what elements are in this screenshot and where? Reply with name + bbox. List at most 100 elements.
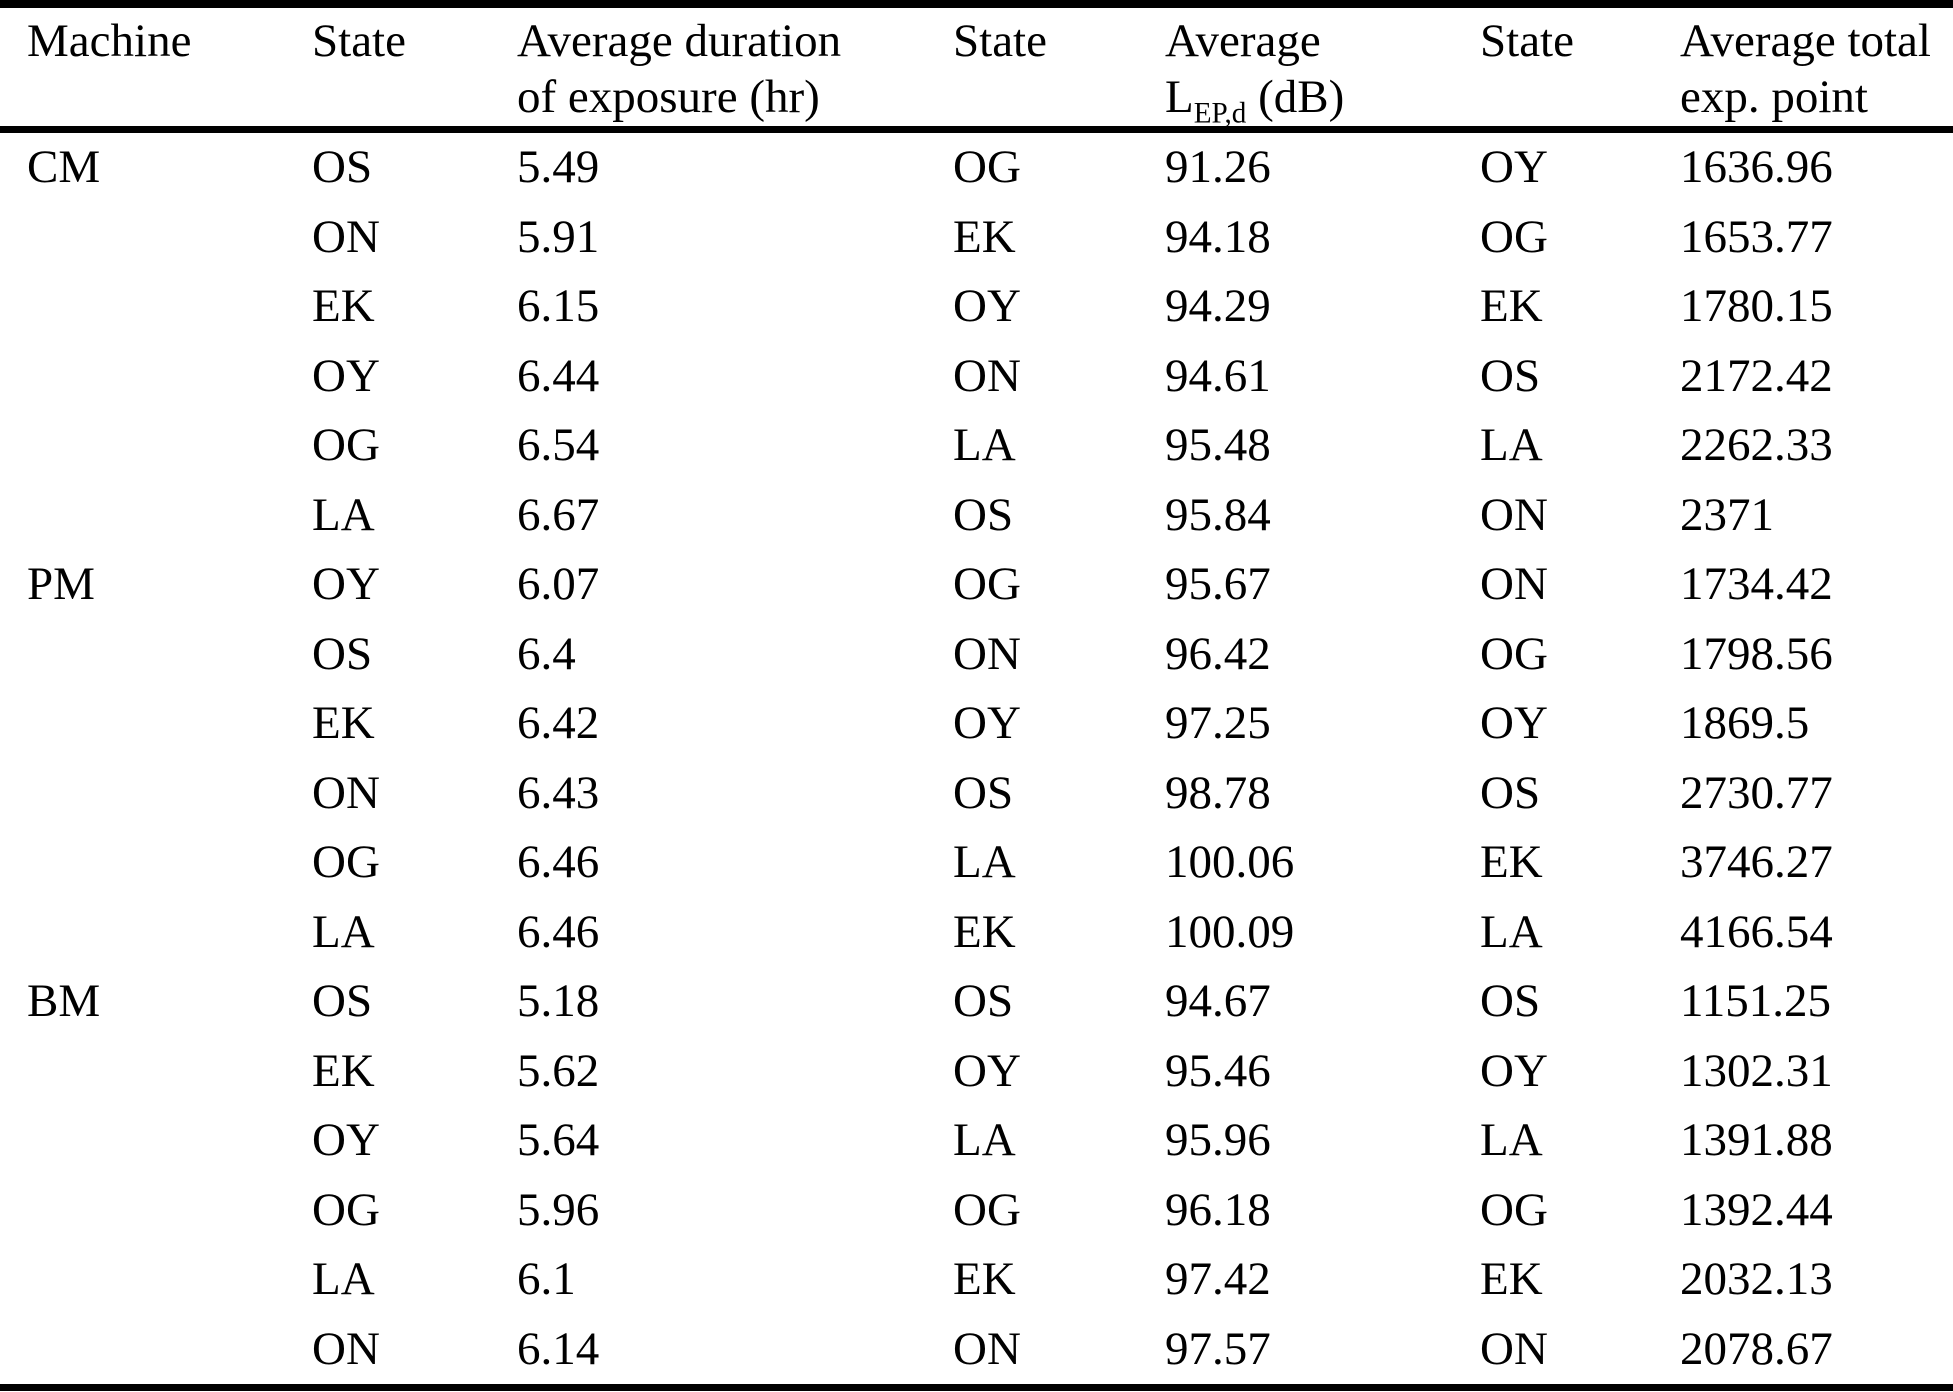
- state-total-cell: ON: [1480, 1322, 1548, 1375]
- state-lepd-cell: LA: [953, 1114, 1016, 1166]
- avg-lepd-cell: 96.42: [1165, 627, 1271, 680]
- avg-lepd-cell: 94.18: [1165, 210, 1271, 263]
- table-row: CM OS 5.49 OG 91.26 OY 1636.96: [0, 130, 1953, 203]
- state-total-cell: EK: [1480, 1253, 1543, 1305]
- table-row: OY 6.44 ON 94.61 OS 2172.42: [0, 342, 1953, 412]
- avg-lepd-cell: 97.25: [1165, 697, 1271, 749]
- avg-total-cell: 1636.96: [1680, 141, 1833, 193]
- avg-total-cell: 1653.77: [1680, 210, 1833, 263]
- machine-cell: BM: [27, 975, 101, 1027]
- state-lepd-cell: EK: [953, 210, 1016, 263]
- state-total-cell: OS: [1480, 349, 1541, 402]
- state-duration-cell: EK: [312, 280, 375, 332]
- table-row: BM OS 5.18 OS 94.67 OS 1151.25: [0, 967, 1953, 1037]
- state-duration-cell: OY: [312, 1114, 380, 1166]
- avg-lepd-header-line1: Average: [1165, 15, 1321, 67]
- avg-lepd-cell: 91.26: [1165, 141, 1271, 193]
- avg-duration-header-line2: of exposure (hr): [517, 71, 820, 123]
- avg-duration-cell: 5.91: [517, 210, 600, 263]
- avg-duration-cell: 5.96: [517, 1183, 600, 1236]
- table-row: ON 6.14 ON 97.57 ON 2078.67: [0, 1315, 1953, 1388]
- table-header: Machine State Average duration of exposu…: [0, 4, 1953, 130]
- state-duration-cell: ON: [312, 766, 380, 819]
- table-row: LA 6.1 EK 97.42 EK 2032.13: [0, 1245, 1953, 1315]
- machine-cell: [0, 272, 285, 342]
- state-lepd-cell: OG: [953, 141, 1021, 193]
- machine-cell: [0, 620, 285, 690]
- table-row: OY 5.64 LA 95.96 LA 1391.88: [0, 1106, 1953, 1176]
- state-lepd-cell: EK: [953, 905, 1016, 958]
- machine-cell: CM: [27, 141, 101, 193]
- machine-cell: [0, 203, 285, 273]
- state-duration-cell: OS: [312, 975, 373, 1027]
- col-header-avg-duration: Average duration of exposure (hr): [490, 4, 926, 130]
- avg-duration-cell: 6.67: [517, 488, 600, 541]
- table-row: OG 5.96 OG 96.18 OG 1392.44: [0, 1176, 1953, 1246]
- machine-cell: [0, 1315, 285, 1388]
- state-total-cell: ON: [1480, 558, 1548, 610]
- state-total-cell: OG: [1480, 627, 1548, 680]
- avg-lepd-header-line2: LEP,d (dB): [1165, 71, 1344, 128]
- state-total-cell: EK: [1480, 836, 1543, 888]
- avg-duration-cell: 5.18: [517, 975, 600, 1027]
- avg-total-cell: 1302.31: [1680, 1044, 1833, 1097]
- state-duration-cell: OG: [312, 836, 380, 888]
- machine-cell: [0, 411, 285, 481]
- state-duration-cell: EK: [312, 697, 375, 749]
- avg-lepd-cell: 95.84: [1165, 488, 1271, 541]
- state-duration-cell: ON: [312, 210, 380, 263]
- state-lepd-cell: OS: [953, 766, 1014, 819]
- state-duration-cell: OG: [312, 419, 380, 471]
- state-lepd-cell: ON: [953, 627, 1021, 680]
- table-row: PM OY 6.07 OG 95.67 ON 1734.42: [0, 550, 1953, 620]
- state-duration-cell: ON: [312, 1322, 380, 1375]
- avg-total-cell: 2371: [1680, 488, 1774, 541]
- state-duration-cell: LA: [312, 488, 375, 541]
- state-total-cell: OG: [1480, 1183, 1548, 1236]
- table-body: CM OS 5.49 OG 91.26 OY 1636.96 ON 5.91 E…: [0, 130, 1953, 1388]
- state-total-cell: OY: [1480, 1044, 1548, 1097]
- header-row: Machine State Average duration of exposu…: [0, 4, 1953, 130]
- avg-duration-cell: 6.46: [517, 905, 600, 958]
- avg-lepd-cell: 94.29: [1165, 280, 1271, 332]
- table-row: EK 6.15 OY 94.29 EK 1780.15: [0, 272, 1953, 342]
- state-lepd-cell: OY: [953, 697, 1021, 749]
- machine-cell: PM: [27, 558, 95, 610]
- avg-lepd-cell: 95.67: [1165, 558, 1271, 610]
- avg-duration-cell: 6.4: [517, 627, 576, 680]
- state-lepd-cell: OG: [953, 558, 1021, 610]
- state-duration-cell: OY: [312, 349, 380, 402]
- table-row: OS 6.4 ON 96.42 OG 1798.56: [0, 620, 1953, 690]
- machine-cell: [0, 1037, 285, 1107]
- avg-total-cell: 1391.88: [1680, 1114, 1833, 1166]
- state-lepd-cell: EK: [953, 1253, 1016, 1305]
- state-lepd-cell: OS: [953, 975, 1014, 1027]
- avg-total-cell: 2730.77: [1680, 766, 1833, 819]
- avg-total-cell: 1798.56: [1680, 627, 1833, 680]
- table-row: EK 6.42 OY 97.25 OY 1869.5: [0, 689, 1953, 759]
- avg-total-cell: 1151.25: [1680, 975, 1832, 1027]
- state-total-cell: OG: [1480, 210, 1548, 263]
- avg-total-cell: 2032.13: [1680, 1253, 1833, 1305]
- avg-lepd-cell: 94.67: [1165, 975, 1271, 1027]
- table-row: EK 5.62 OY 95.46 OY 1302.31: [0, 1037, 1953, 1107]
- avg-total-cell: 1734.42: [1680, 558, 1833, 610]
- state-total-cell: OS: [1480, 766, 1541, 819]
- machine-cell: [0, 759, 285, 829]
- avg-total-cell: 1869.5: [1680, 697, 1810, 749]
- state-duration-cell: LA: [312, 905, 375, 958]
- col-header-machine: Machine: [27, 15, 192, 67]
- avg-duration-cell: 6.42: [517, 697, 600, 749]
- lepd-symbol: L: [1165, 71, 1194, 123]
- col-header-state-total: State: [1480, 15, 1574, 67]
- state-total-cell: EK: [1480, 280, 1543, 332]
- state-lepd-cell: LA: [953, 419, 1016, 471]
- avg-total-header-line2: exp. point: [1680, 71, 1868, 123]
- avg-duration-cell: 6.54: [517, 419, 600, 471]
- state-total-cell: ON: [1480, 488, 1548, 541]
- state-lepd-cell: OY: [953, 280, 1021, 332]
- state-total-cell: OY: [1480, 697, 1548, 749]
- avg-lepd-cell: 95.48: [1165, 419, 1271, 471]
